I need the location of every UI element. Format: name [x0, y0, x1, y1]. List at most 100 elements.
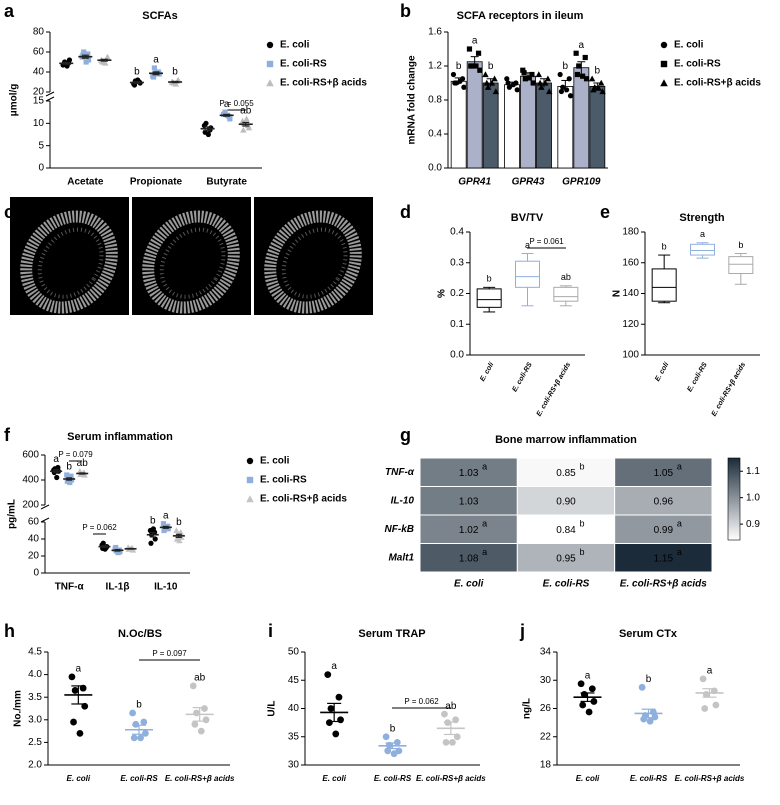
point — [544, 75, 552, 82]
y-tick-label: 15 — [33, 96, 45, 107]
point — [510, 82, 516, 88]
bar — [482, 82, 499, 169]
point — [449, 739, 456, 746]
y-tick-label: 35 — [288, 731, 300, 742]
chart-title: Bone marrow inflammation — [495, 434, 637, 446]
point — [197, 727, 205, 735]
point — [266, 79, 274, 87]
point — [104, 53, 111, 60]
point — [191, 720, 199, 728]
heatmap-cell — [516, 543, 616, 573]
panel-label: j — [519, 621, 525, 641]
heatmap-cell — [614, 457, 713, 487]
y-tick-label: 0.0 — [450, 350, 464, 361]
cell-value: 0.85 — [556, 468, 576, 479]
p-value: P = 0.079 — [58, 450, 93, 459]
image-caption: E. coli-RS+β acids — [269, 201, 357, 212]
point — [564, 87, 570, 93]
y-tick-label: 0.8 — [428, 95, 442, 106]
y-tick-label: 0 — [33, 568, 39, 579]
point — [246, 495, 254, 503]
image-caption: E. coli-RS — [168, 201, 215, 212]
box — [651, 268, 677, 302]
y-axis-label: μmol/g — [9, 84, 20, 117]
point — [640, 715, 648, 723]
chart-title: SCFAs — [142, 10, 177, 22]
point — [113, 544, 119, 551]
y-tick-label: 200 — [22, 500, 39, 511]
y-tick-label: 26 — [540, 703, 552, 714]
point — [71, 687, 79, 694]
y-tick-label: 10 — [33, 118, 45, 129]
point — [560, 84, 566, 90]
point — [576, 63, 582, 69]
x-tick-label: E. coli-RS+β acids — [165, 774, 235, 783]
point — [566, 76, 572, 82]
significance-letter: b — [390, 723, 396, 734]
significance-letter: a — [482, 462, 487, 472]
cell-value: 0.96 — [654, 496, 674, 507]
point — [193, 709, 200, 717]
y-axis-label: ng/L — [522, 698, 533, 719]
point — [176, 537, 183, 544]
significance-letter: b — [488, 61, 494, 72]
point — [588, 75, 596, 82]
significance-letter: b — [456, 61, 462, 72]
point — [660, 60, 668, 68]
y-tick-label: 30 — [288, 760, 300, 771]
point — [132, 720, 140, 728]
bar — [589, 86, 606, 169]
point — [538, 84, 545, 90]
point — [506, 84, 512, 90]
y-tick-label: 0.3 — [450, 257, 464, 268]
point — [492, 88, 500, 95]
box — [690, 243, 715, 256]
point — [172, 80, 180, 87]
point — [567, 93, 574, 99]
bone-section-inner — [37, 227, 104, 299]
y-tick-label: 100 — [622, 350, 639, 361]
point — [712, 701, 720, 709]
cell-value: 1.02 — [459, 525, 479, 536]
chart-title: Serum TRAP — [358, 628, 425, 640]
significance-letter: a — [76, 664, 82, 675]
p-value: P = 0.055 — [219, 99, 254, 108]
heatmap-cell — [419, 514, 518, 544]
point — [583, 76, 590, 82]
point — [491, 75, 498, 82]
cell-value: 1.08 — [459, 553, 479, 564]
axis-break — [40, 504, 50, 510]
legend-label: E. coli — [280, 40, 310, 51]
point — [488, 79, 496, 86]
significance-letter: a — [482, 519, 487, 529]
point — [324, 671, 332, 678]
legend-label: E. coli-RS — [674, 59, 721, 70]
point — [208, 125, 214, 131]
point — [76, 729, 84, 737]
bar — [520, 75, 536, 169]
point — [574, 71, 581, 78]
legend-label: E. coli-RS — [260, 475, 307, 486]
significance-letter: a — [525, 240, 530, 250]
colorbar-tick-label: 1.1 — [746, 466, 760, 477]
y-tick-label: 34 — [540, 647, 552, 658]
point — [450, 71, 457, 78]
y-tick-label: 0.1 — [450, 319, 464, 330]
legend-label: E. coli — [674, 40, 704, 51]
significance-letter: b — [579, 462, 584, 472]
point — [457, 78, 463, 84]
x-tick-label: E. coli — [67, 774, 91, 783]
bar — [536, 82, 552, 169]
point — [599, 88, 606, 95]
point — [85, 51, 91, 57]
significance-letter: ab — [240, 106, 252, 117]
point — [521, 70, 527, 76]
row-label: Malt1 — [388, 552, 414, 563]
x-tick-label: TNF-α — [55, 582, 85, 593]
point — [140, 718, 148, 726]
y-tick-label: 120 — [622, 319, 639, 330]
point — [382, 733, 390, 741]
point — [325, 719, 333, 727]
chart-title: SCFA receptors in ileum — [457, 10, 584, 22]
x-tick-label: GPR41 — [458, 177, 491, 188]
